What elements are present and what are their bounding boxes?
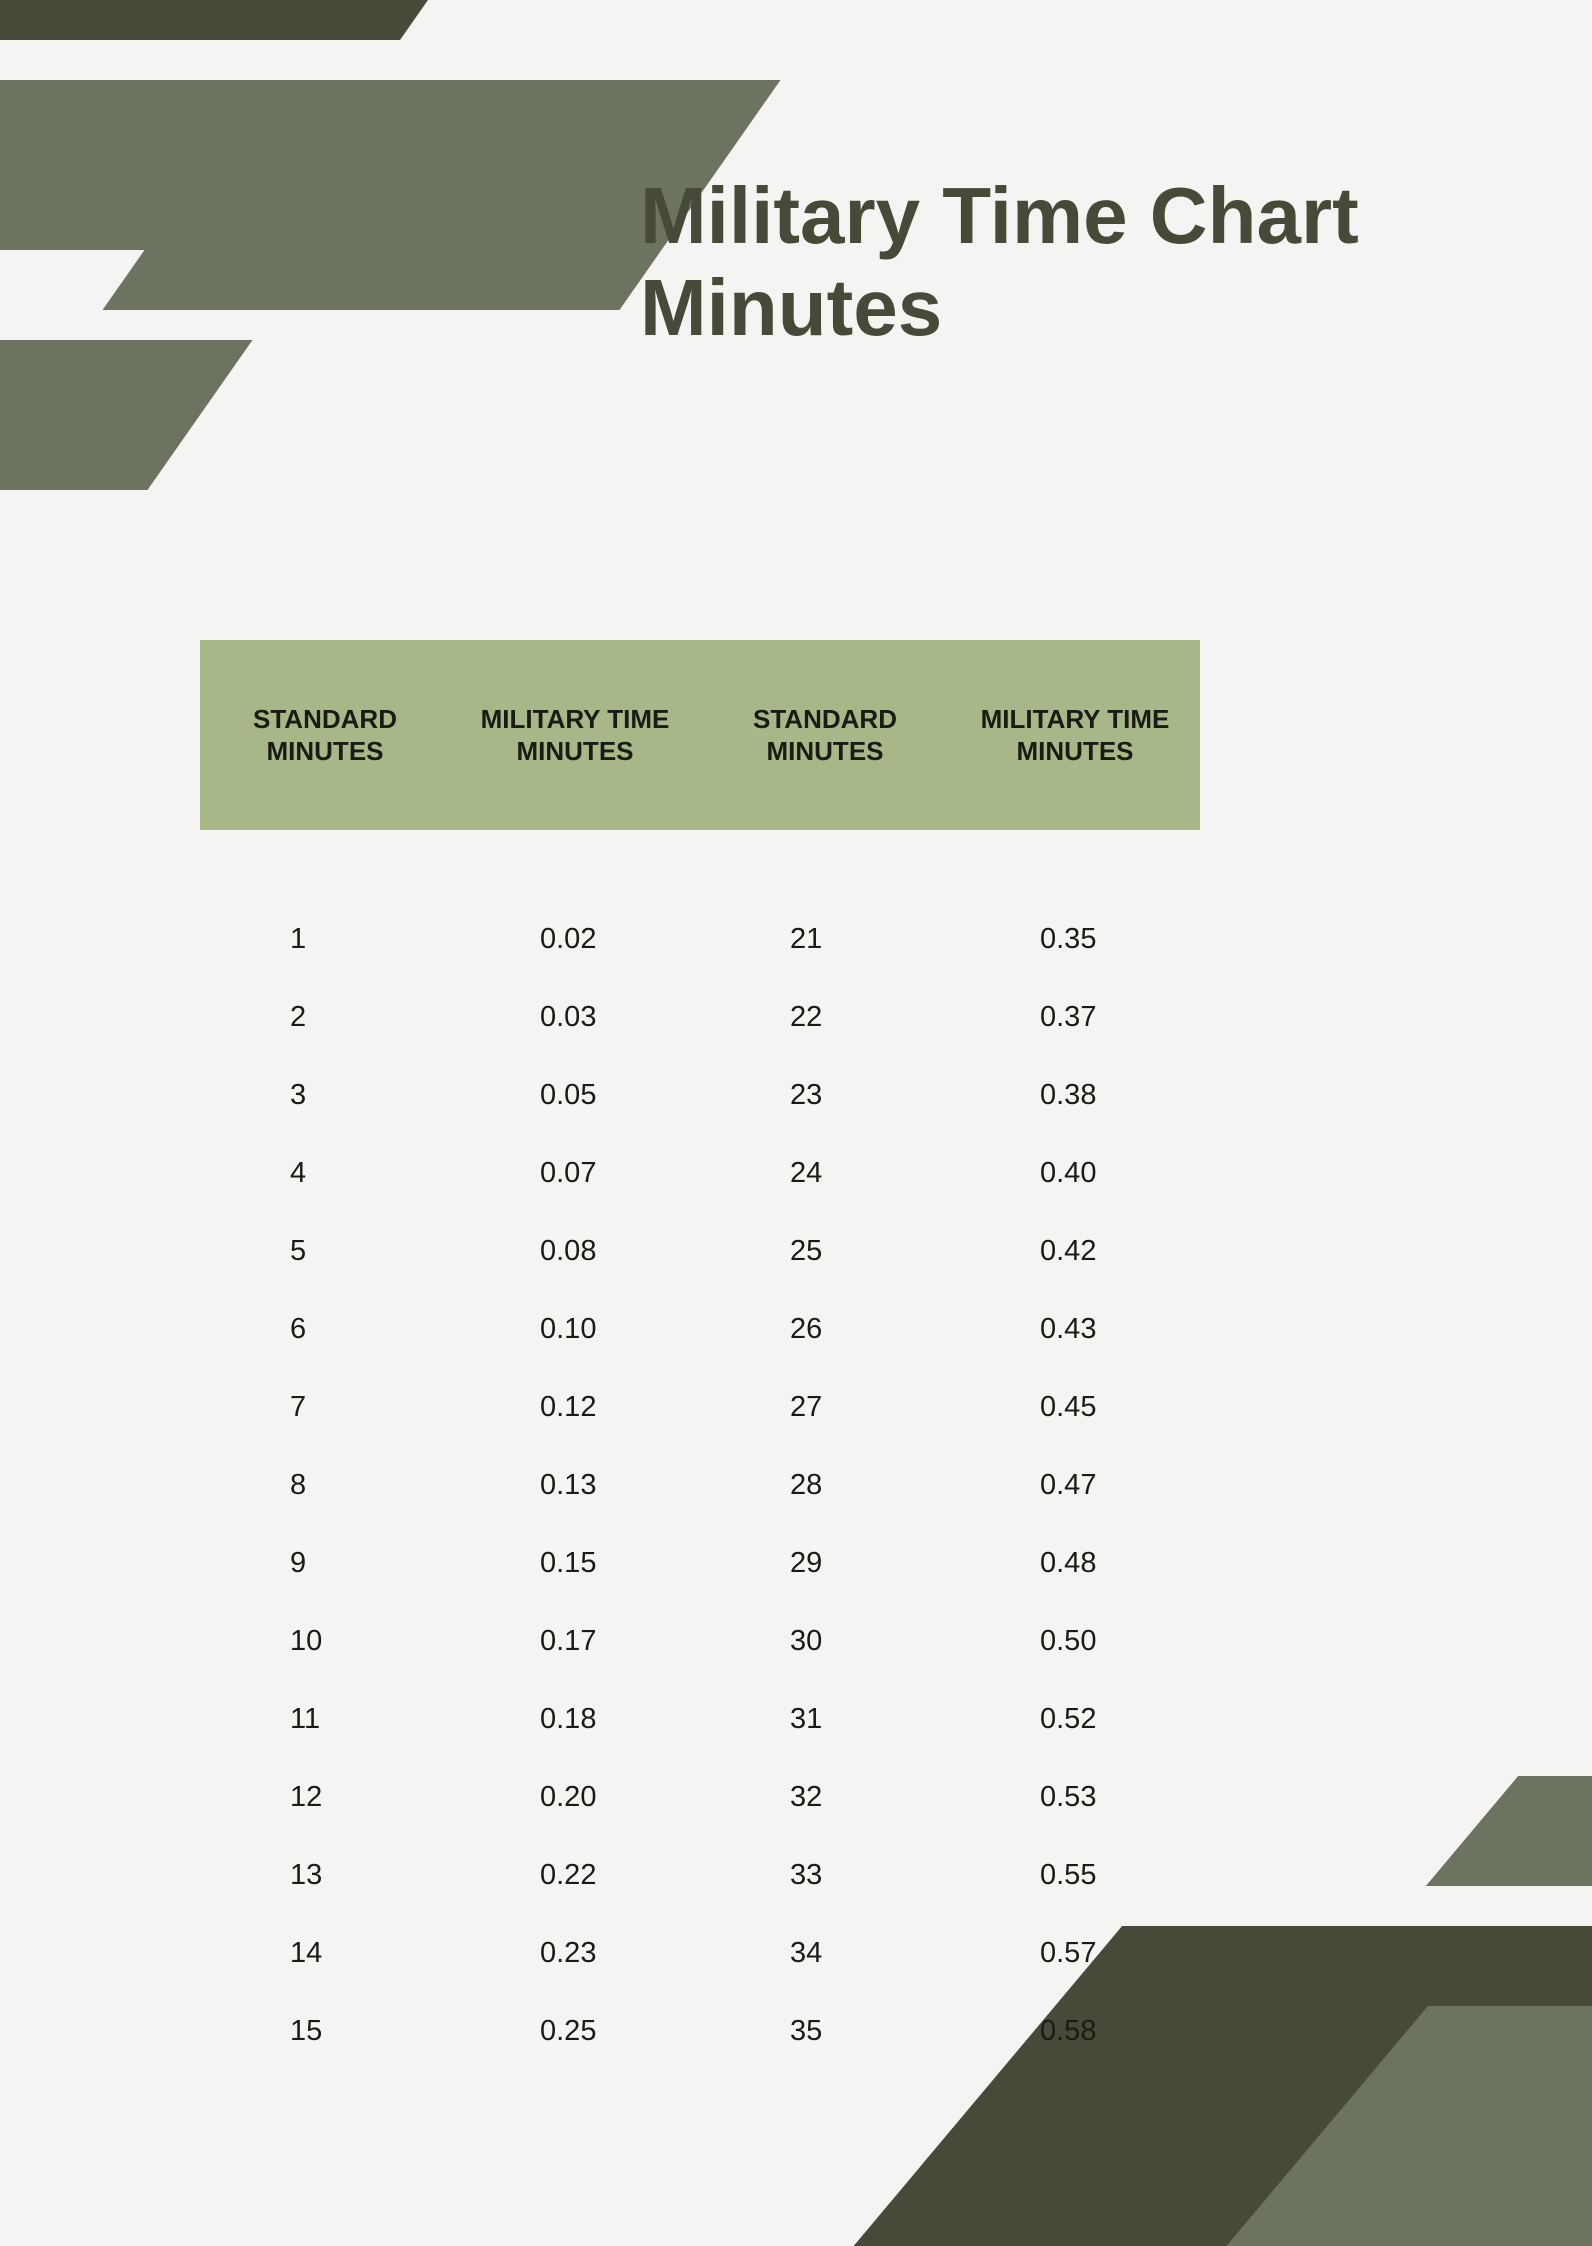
- table-row: 10.02210.35: [200, 900, 1200, 978]
- table-row: 80.13280.47: [200, 1446, 1200, 1524]
- table-cell: 0.17: [450, 1625, 700, 1658]
- table-cell: 0.18: [450, 1703, 700, 1736]
- table-row: 50.08250.42: [200, 1212, 1200, 1290]
- table-row: 30.05230.38: [200, 1056, 1200, 1134]
- decor-shape-bottom-small: [1426, 1776, 1592, 1886]
- table-row: 20.03220.37: [200, 978, 1200, 1056]
- table-cell: 23: [700, 1079, 950, 1112]
- table-row: 70.12270.45: [200, 1368, 1200, 1446]
- table-cell: 0.42: [950, 1235, 1200, 1268]
- table-cell: 12: [200, 1781, 450, 1814]
- table-cell: 22: [700, 1001, 950, 1034]
- table-cell: 32: [700, 1781, 950, 1814]
- col-header-military-1: MILITARY TIME MINUTES: [450, 703, 700, 768]
- col-header-standard-1: STANDARD MINUTES: [200, 703, 450, 768]
- decor-shape-top-low: [0, 340, 253, 490]
- table-cell: 31: [700, 1703, 950, 1736]
- table-row: 100.17300.50: [200, 1602, 1200, 1680]
- table-cell: 0.08: [450, 1235, 700, 1268]
- table-cell: 34: [700, 1937, 950, 1970]
- table-cell: 25: [700, 1235, 950, 1268]
- table-cell: 6: [200, 1313, 450, 1346]
- table-cell: 1: [200, 923, 450, 956]
- table-cell: 0.10: [450, 1313, 700, 1346]
- table-cell: 5: [200, 1235, 450, 1268]
- table-cell: 33: [700, 1859, 950, 1892]
- table-cell: 0.12: [450, 1391, 700, 1424]
- table-cell: 8: [200, 1469, 450, 1502]
- table-cell: 13: [200, 1859, 450, 1892]
- table-cell: 0.15: [450, 1547, 700, 1580]
- table-cell: 0.50: [950, 1625, 1200, 1658]
- table-row: 110.18310.52: [200, 1680, 1200, 1758]
- table-cell: 0.58: [950, 2015, 1200, 2048]
- table-cell: 0.38: [950, 1079, 1200, 1112]
- table-row: 40.07240.40: [200, 1134, 1200, 1212]
- table-cell: 4: [200, 1157, 450, 1190]
- table-cell: 0.57: [950, 1937, 1200, 1970]
- table-cell: 26: [700, 1313, 950, 1346]
- table-cell: 0.43: [950, 1313, 1200, 1346]
- table-cell: 0.05: [450, 1079, 700, 1112]
- table-cell: 3: [200, 1079, 450, 1112]
- table-row: 150.25350.58: [200, 1992, 1200, 2070]
- table-body: 10.02210.3520.03220.3730.05230.3840.0724…: [200, 900, 1200, 2070]
- table-row: 120.20320.53: [200, 1758, 1200, 1836]
- table-cell: 2: [200, 1001, 450, 1034]
- table-header-row: STANDARD MINUTES MILITARY TIME MINUTES S…: [200, 640, 1200, 830]
- minutes-table: STANDARD MINUTES MILITARY TIME MINUTES S…: [200, 640, 1200, 2070]
- table-cell: 0.48: [950, 1547, 1200, 1580]
- table-cell: 0.07: [450, 1157, 700, 1190]
- table-cell: 0.52: [950, 1703, 1200, 1736]
- col-header-standard-2: STANDARD MINUTES: [700, 703, 950, 768]
- table-row: 60.10260.43: [200, 1290, 1200, 1368]
- table-cell: 7: [200, 1391, 450, 1424]
- table-cell: 0.45: [950, 1391, 1200, 1424]
- table-cell: 0.47: [950, 1469, 1200, 1502]
- table-row: 140.23340.57: [200, 1914, 1200, 1992]
- table-cell: 21: [700, 923, 950, 956]
- page-title: Military Time Chart Minutes: [640, 170, 1400, 354]
- table-row: 130.22330.55: [200, 1836, 1200, 1914]
- table-cell: 15: [200, 2015, 450, 2048]
- table-cell: 0.25: [450, 2015, 700, 2048]
- table-cell: 11: [200, 1703, 450, 1736]
- table-cell: 0.23: [450, 1937, 700, 1970]
- table-cell: 10: [200, 1625, 450, 1658]
- table-cell: 9: [200, 1547, 450, 1580]
- table-cell: 0.37: [950, 1001, 1200, 1034]
- table-cell: 0.13: [450, 1469, 700, 1502]
- col-header-military-2: MILITARY TIME MINUTES: [950, 703, 1200, 768]
- table-cell: 14: [200, 1937, 450, 1970]
- table-cell: 0.03: [450, 1001, 700, 1034]
- table-cell: 0.53: [950, 1781, 1200, 1814]
- table-cell: 0.02: [450, 923, 700, 956]
- table-cell: 24: [700, 1157, 950, 1190]
- decor-shape-top-dark: [0, 0, 540, 40]
- table-cell: 28: [700, 1469, 950, 1502]
- table-cell: 0.20: [450, 1781, 700, 1814]
- table-cell: 0.55: [950, 1859, 1200, 1892]
- table-cell: 29: [700, 1547, 950, 1580]
- table-cell: 0.40: [950, 1157, 1200, 1190]
- table-cell: 27: [700, 1391, 950, 1424]
- table-cell: 0.35: [950, 923, 1200, 956]
- table-cell: 30: [700, 1625, 950, 1658]
- table-cell: 0.22: [450, 1859, 700, 1892]
- table-cell: 35: [700, 2015, 950, 2048]
- table-row: 90.15290.48: [200, 1524, 1200, 1602]
